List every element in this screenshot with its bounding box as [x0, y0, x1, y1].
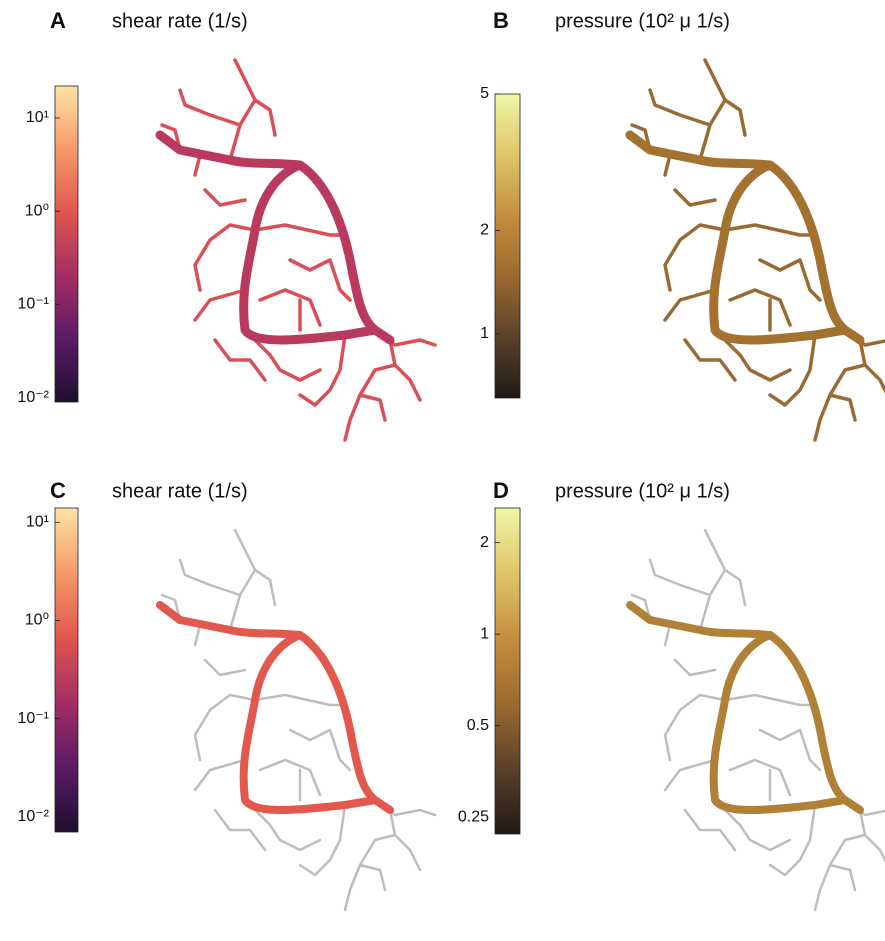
panel-letter: B — [493, 8, 509, 33]
panel-letter: C — [50, 478, 66, 503]
network-a — [160, 58, 437, 442]
panel-letter: A — [50, 8, 66, 33]
network-d — [630, 528, 885, 912]
colorbar-tick-label: 10¹ — [26, 109, 49, 126]
colorbar-tick-label: 0.5 — [467, 717, 489, 734]
panel-title: pressure (10² μ 1/s) — [555, 10, 730, 32]
panel-letter: D — [493, 478, 509, 503]
colorbar — [494, 507, 521, 835]
colorbar — [494, 93, 521, 399]
colorbar-tick-label: 10⁰ — [25, 202, 49, 219]
colorbar-tick-label: 10⁻² — [17, 808, 49, 825]
network-b — [630, 58, 885, 442]
colorbar-tick-label: 5 — [480, 85, 489, 102]
panel-title: shear rate (1/s) — [112, 10, 248, 32]
panel-title: shear rate (1/s) — [112, 480, 248, 502]
colorbar — [54, 85, 79, 403]
colorbar-tick-label: 1 — [480, 325, 489, 342]
colorbar-tick-label: 10⁻¹ — [17, 710, 49, 727]
panel-title: pressure (10² μ 1/s) — [555, 480, 730, 502]
colorbar-tick-label: 10¹ — [26, 514, 49, 531]
colorbar-tick-label: 10⁰ — [25, 612, 49, 629]
colorbar-tick-label: 1 — [480, 625, 489, 642]
colorbar-tick-label: 0.25 — [458, 808, 489, 825]
colorbar-tick-label: 10⁻² — [17, 389, 49, 406]
colorbar-tick-label: 2 — [480, 534, 489, 551]
network-c — [160, 528, 437, 912]
colorbar-tick-label: 10⁻¹ — [17, 296, 49, 313]
colorbar-tick-label: 2 — [480, 222, 489, 239]
colorbar — [54, 507, 79, 833]
